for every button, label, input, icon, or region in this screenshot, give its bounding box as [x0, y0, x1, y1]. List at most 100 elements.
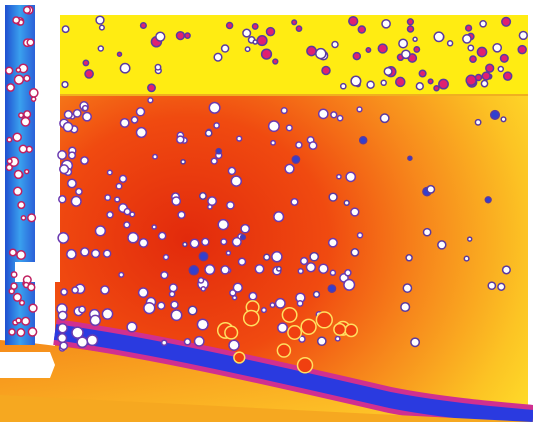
- particle: [141, 23, 147, 29]
- page: {} html, body { margin: 0; padding: 0; w…: [0, 0, 533, 422]
- particle: [439, 79, 448, 88]
- particle: [156, 32, 165, 41]
- particle: [62, 26, 68, 32]
- particle: [68, 179, 76, 187]
- particle: [85, 70, 93, 78]
- particle: [185, 339, 191, 345]
- particle: [164, 255, 169, 260]
- particle: [104, 250, 111, 257]
- particle: [81, 157, 88, 164]
- particle: [228, 167, 235, 174]
- particle: [214, 123, 219, 128]
- particle: [277, 267, 281, 271]
- particle: [486, 64, 494, 72]
- body: (() => { JSON.parse(document.getElementB…: [0, 0, 533, 422]
- particle: [7, 138, 11, 142]
- particle: [272, 252, 282, 262]
- particle: [285, 164, 294, 173]
- particle: [408, 26, 414, 32]
- particle: [396, 77, 405, 86]
- particle: [367, 81, 374, 88]
- particle: [378, 44, 387, 53]
- particle: [161, 272, 168, 279]
- particle: [100, 25, 105, 30]
- particle: [218, 220, 228, 230]
- particle: [139, 239, 147, 247]
- particle: [195, 337, 204, 346]
- particle: [239, 258, 246, 265]
- particle: [357, 107, 362, 112]
- particle: [132, 117, 138, 123]
- particle: [71, 197, 81, 207]
- particle: [144, 303, 155, 314]
- particle: [64, 123, 73, 132]
- particle: [282, 308, 296, 322]
- particle: [14, 187, 22, 195]
- particle: [16, 318, 21, 323]
- particle: [15, 75, 24, 84]
- particle: [491, 111, 500, 120]
- particle: [69, 152, 76, 159]
- particle: [58, 334, 67, 343]
- particle: [6, 165, 12, 171]
- particle: [153, 155, 157, 159]
- particle: [291, 199, 298, 206]
- particle: [316, 312, 332, 328]
- particle: [351, 208, 359, 216]
- particle: [79, 306, 85, 312]
- particle: [24, 7, 31, 14]
- particle: [411, 338, 419, 346]
- particle: [155, 65, 160, 70]
- particle: [20, 301, 25, 306]
- particle: [205, 265, 215, 275]
- particle: [61, 289, 67, 295]
- particle: [349, 17, 358, 26]
- particle: [360, 137, 367, 144]
- particle: [475, 120, 480, 125]
- particle: [139, 288, 148, 297]
- particle: [208, 197, 216, 205]
- particle: [121, 119, 129, 127]
- particle: [183, 242, 187, 246]
- particle: [498, 67, 503, 72]
- particle: [255, 265, 263, 273]
- particle: [518, 46, 526, 54]
- particle: [382, 20, 390, 28]
- particle: [366, 48, 370, 52]
- particle: [92, 250, 100, 258]
- particle: [17, 251, 25, 259]
- particle: [172, 197, 180, 205]
- particle: [424, 229, 431, 236]
- particle: [276, 299, 285, 308]
- particle: [7, 159, 12, 164]
- particle: [470, 56, 476, 62]
- particle: [262, 308, 267, 313]
- particle: [77, 337, 87, 347]
- particle: [336, 337, 340, 341]
- wall: [35, 15, 60, 275]
- particle: [338, 116, 343, 121]
- particle: [137, 128, 147, 138]
- particle: [190, 239, 198, 247]
- particle: [408, 156, 412, 160]
- particle: [287, 125, 293, 131]
- particle: [198, 278, 203, 283]
- particle: [337, 175, 341, 179]
- particle: [249, 293, 256, 300]
- particle: [211, 158, 217, 164]
- particle: [118, 52, 122, 56]
- particle: [128, 233, 138, 243]
- particle: [202, 238, 209, 245]
- particle: [298, 269, 303, 274]
- particle: [214, 53, 222, 61]
- particle: [201, 287, 205, 291]
- particle: [60, 342, 67, 349]
- particle: [162, 340, 167, 345]
- particle: [120, 63, 129, 72]
- particle: [501, 55, 509, 63]
- particle: [301, 258, 308, 265]
- particle: [346, 172, 355, 181]
- particle: [277, 344, 290, 357]
- particle: [271, 141, 275, 145]
- particle: [229, 340, 239, 350]
